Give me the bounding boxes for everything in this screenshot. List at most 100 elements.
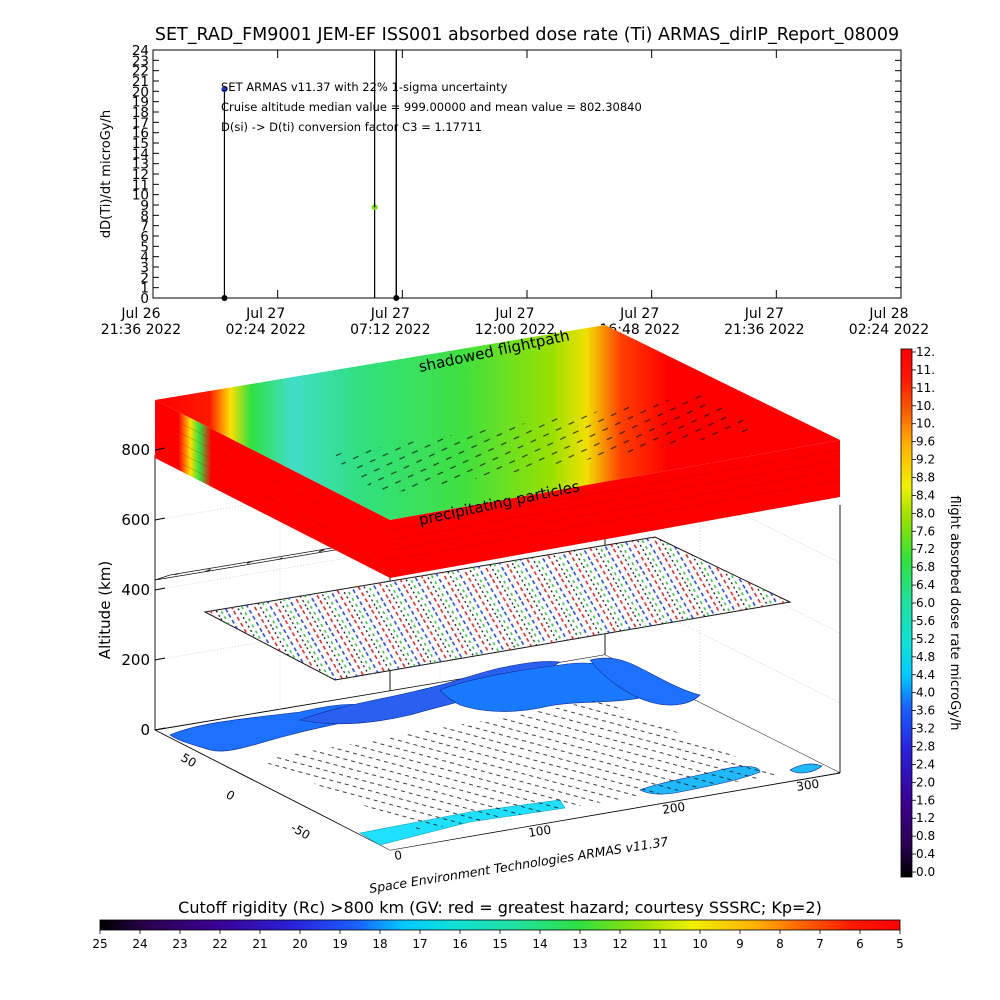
rigidity-tick-label: 19 bbox=[332, 937, 347, 951]
altitude-tick-label: 600 bbox=[121, 511, 150, 529]
rigidity-colorbar-label: Cutoff rigidity (Rc) >800 km (GV: red = … bbox=[178, 898, 822, 917]
rigidity-colorbar bbox=[99, 919, 901, 931]
top-y-tick-label: 17 bbox=[132, 115, 149, 131]
rigidity-tick-label: 17 bbox=[412, 937, 427, 951]
dose-rate-tick-label: 2.0 bbox=[916, 775, 935, 789]
longitude-tick-label: 300 bbox=[795, 777, 820, 794]
top-x-tick-label-date: Jul 26 bbox=[120, 306, 160, 322]
dose-rate-tick-label: 6.4 bbox=[916, 578, 935, 592]
top-chart-title: SET_RAD_FM9001 JEM-EF ISS001 absorbed do… bbox=[155, 25, 899, 45]
top-y-tick-label: 16 bbox=[132, 126, 149, 142]
heat-slab-top bbox=[155, 325, 840, 520]
top-y-tick-label: 13 bbox=[132, 157, 149, 173]
dose-rate-tick-label: 10. bbox=[916, 417, 935, 431]
dose-rate-tick-label: 6.0 bbox=[916, 596, 935, 610]
dose-rate-tick-label: 7.6 bbox=[916, 524, 935, 538]
top-y-tick-label: 0 bbox=[140, 291, 149, 307]
top-x-tick-label-date: Jul 28 bbox=[868, 306, 908, 322]
altitude-tick-label: 0 bbox=[140, 721, 150, 739]
rigidity-colorbar-ticks: 25 24 23 22 21 20 19 18 17 16 15 14 13 12 11 10 9 8 7 6 5 bbox=[92, 930, 904, 951]
top-x-tick-label-date: Jul 27 bbox=[744, 306, 784, 322]
slab-layer-lines bbox=[154, 409, 841, 571]
dose-rate-tick-label: 10. bbox=[916, 399, 935, 413]
dose-rate-tick-label: 1.2 bbox=[916, 811, 935, 825]
rigidity-tick-label: 14 bbox=[532, 937, 547, 951]
dose-rate-tick-label: 5.6 bbox=[916, 614, 935, 628]
rigidity-tick-label: 13 bbox=[572, 937, 587, 951]
top-y-tick-label: 1 bbox=[140, 281, 149, 297]
top-y-tick-label: 14 bbox=[132, 146, 149, 162]
rigidity-tick-label: 23 bbox=[172, 937, 187, 951]
longitude-tick-label: 0 bbox=[393, 848, 403, 863]
top-data-points bbox=[221, 50, 400, 301]
top-y-tick-label: 5 bbox=[140, 239, 149, 255]
top-y-tick-label: 12 bbox=[132, 167, 149, 183]
shadowed-flightpath-dashes bbox=[330, 395, 760, 495]
dose-rate-tick-label: 4.4 bbox=[916, 668, 935, 682]
dose-rate-tick-label: 8.0 bbox=[916, 506, 935, 520]
altitude-tick-mark bbox=[154, 727, 166, 731]
altitude-axis-label: Altitude (km) bbox=[96, 561, 114, 659]
top-x-tick-label-time: 21:36 2022 bbox=[724, 322, 804, 338]
dose-rate-colorbar-ticks: 0.0 0.4 0.8 1.2 1.6 2.0 2.4 2.8 3.2 3.6 4.0 4.4 4.8 5… bbox=[912, 345, 935, 879]
dose-rate-tick-label: 1.6 bbox=[916, 793, 935, 807]
top-y-tick-label: 3 bbox=[140, 260, 149, 276]
rigidity-tick-label: 12 bbox=[612, 937, 627, 951]
top-y-tick-label: 24 bbox=[132, 43, 149, 59]
rigidity-tick-label: 16 bbox=[452, 937, 467, 951]
top-data-point bbox=[221, 86, 228, 93]
altitude-tick-label: 400 bbox=[121, 581, 150, 599]
top-y-tick-label: 20 bbox=[132, 84, 149, 100]
top-y-tick-label: 18 bbox=[132, 105, 149, 121]
rigidity-tick-label: 25 bbox=[92, 937, 107, 951]
dose-rate-colorbar-label: flight absorbed dose rate microGy/h bbox=[947, 496, 962, 731]
rigidity-tick-label: 9 bbox=[736, 937, 744, 951]
dose-rate-tick-label: 3.6 bbox=[916, 704, 935, 718]
rigidity-tick-label: 8 bbox=[776, 937, 784, 951]
top-x-tick-label-time: 02:24 2022 bbox=[225, 322, 305, 338]
dose-rate-tick-label: 5.2 bbox=[916, 632, 935, 646]
top-y-tick-label: 9 bbox=[140, 198, 149, 214]
top-x-tick-label-time: 21:36 2022 bbox=[101, 322, 181, 338]
dose-rate-tick-label: 2.4 bbox=[916, 757, 935, 771]
top-x-tick-label-time: 02:24 2022 bbox=[849, 322, 929, 338]
rigidity-tick-label: 10 bbox=[692, 937, 707, 951]
top-y-tick-label: 10 bbox=[132, 188, 149, 204]
dose-rate-tick-label: 12. bbox=[916, 345, 935, 359]
dose-rate-tick-label: 11. bbox=[916, 363, 935, 377]
orbit-ribbon bbox=[205, 537, 790, 680]
dose-rate-tick-label: 0.0 bbox=[916, 865, 935, 879]
top-y-tick-label: 23 bbox=[132, 53, 149, 69]
top-y-axis-label: dD(Ti)/dt microGy/h bbox=[99, 110, 114, 238]
top-y-tick-label: 19 bbox=[132, 95, 149, 111]
top-y-tick-label: 2 bbox=[140, 270, 149, 286]
dose-rate-tick-label: 6.8 bbox=[916, 560, 935, 574]
longitude-axis-ticks: 0 100 200 300 bbox=[393, 777, 820, 863]
dose-rate-tick-label: 9.2 bbox=[916, 453, 935, 467]
heat-slab-front bbox=[155, 400, 390, 578]
top-x-tick-label-date: Jul 27 bbox=[494, 306, 534, 322]
top-y-tick-label: 7 bbox=[140, 219, 149, 235]
altitude-tick-mark bbox=[154, 657, 166, 661]
3d-plot: shadowed flightpath precipitating partic… bbox=[96, 325, 841, 896]
heat-slab-side bbox=[390, 440, 840, 578]
annotation-uncertainty: SET ARMAS v11.37 with 22% 1-sigma uncert… bbox=[221, 80, 508, 94]
top-y-tick-label: 8 bbox=[140, 208, 149, 224]
dose-rate-tick-label: 8.4 bbox=[916, 488, 935, 502]
top-x-tick-label-date: Jul 27 bbox=[619, 306, 659, 322]
longitude-tick-label: 100 bbox=[527, 823, 552, 840]
latitude-tick-label: 50 bbox=[179, 750, 199, 770]
top-y-tick-label: 6 bbox=[140, 229, 149, 245]
dose-rate-tick-label: 2.8 bbox=[916, 739, 935, 753]
dose-rate-tick-label: 11. bbox=[916, 381, 935, 395]
top-y-tick-label: 22 bbox=[132, 64, 149, 80]
rigidity-tick-label: 15 bbox=[492, 937, 507, 951]
rigidity-tick-label: 20 bbox=[292, 937, 307, 951]
rigidity-tick-label: 7 bbox=[816, 937, 824, 951]
altitude-axis-ticks: 0 200 400 600 800 bbox=[121, 441, 166, 739]
top-y-tick-label: 4 bbox=[140, 250, 149, 266]
top-x-tick-label-date: Jul 27 bbox=[245, 306, 285, 322]
